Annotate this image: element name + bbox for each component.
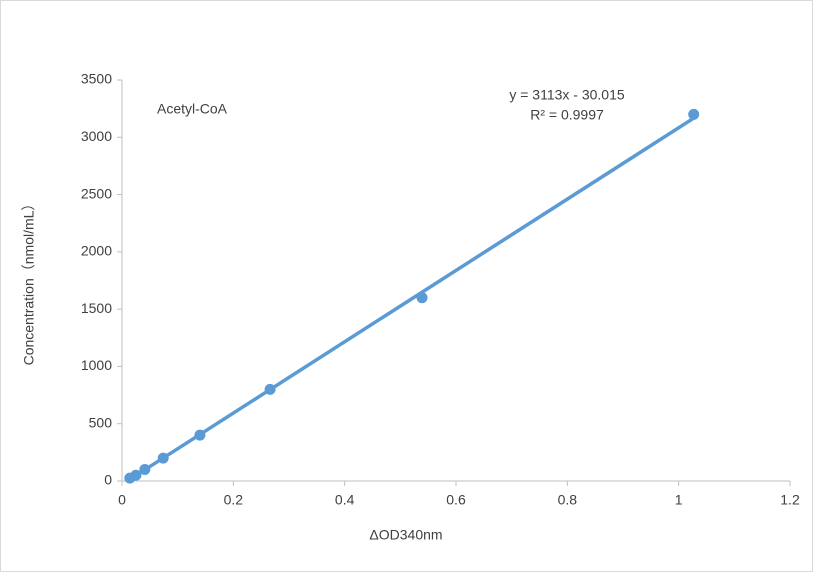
y-tick-label: 3500 bbox=[81, 71, 112, 87]
annotation: Acetyl-CoA bbox=[157, 101, 228, 117]
x-tick-label: 0.2 bbox=[224, 492, 244, 508]
y-tick-label: 0 bbox=[104, 472, 112, 488]
point bbox=[194, 429, 206, 441]
x-axis-title: ΔOD340nm bbox=[369, 527, 442, 543]
point bbox=[264, 383, 276, 395]
trend-equation: y = 3113x - 30.015 bbox=[509, 87, 625, 103]
point bbox=[130, 469, 142, 481]
y-tick-label: 1500 bbox=[81, 300, 112, 316]
x-tick-label: 0.8 bbox=[558, 492, 578, 508]
x-tick-label: 0.4 bbox=[335, 492, 355, 508]
y-tick-label: 500 bbox=[89, 414, 113, 430]
point bbox=[416, 292, 428, 304]
trendline bbox=[128, 116, 696, 482]
x-tick-label: 1.2 bbox=[780, 492, 800, 508]
point bbox=[139, 464, 151, 476]
y-tick-label: 2000 bbox=[81, 243, 112, 259]
y-tick-label: 1000 bbox=[81, 357, 112, 373]
x-tick-label: 0.6 bbox=[446, 492, 466, 508]
y-tick-label: 3000 bbox=[81, 128, 112, 144]
y-tick-label: 2500 bbox=[81, 185, 112, 201]
point bbox=[157, 452, 169, 464]
x-tick-label: 0 bbox=[118, 492, 126, 508]
point bbox=[688, 108, 700, 120]
x-tick-label: 1 bbox=[675, 492, 683, 508]
y-axis-title: Concentration（nmol/mL） bbox=[21, 197, 37, 366]
trend-r2: R² = 0.9997 bbox=[530, 107, 604, 123]
